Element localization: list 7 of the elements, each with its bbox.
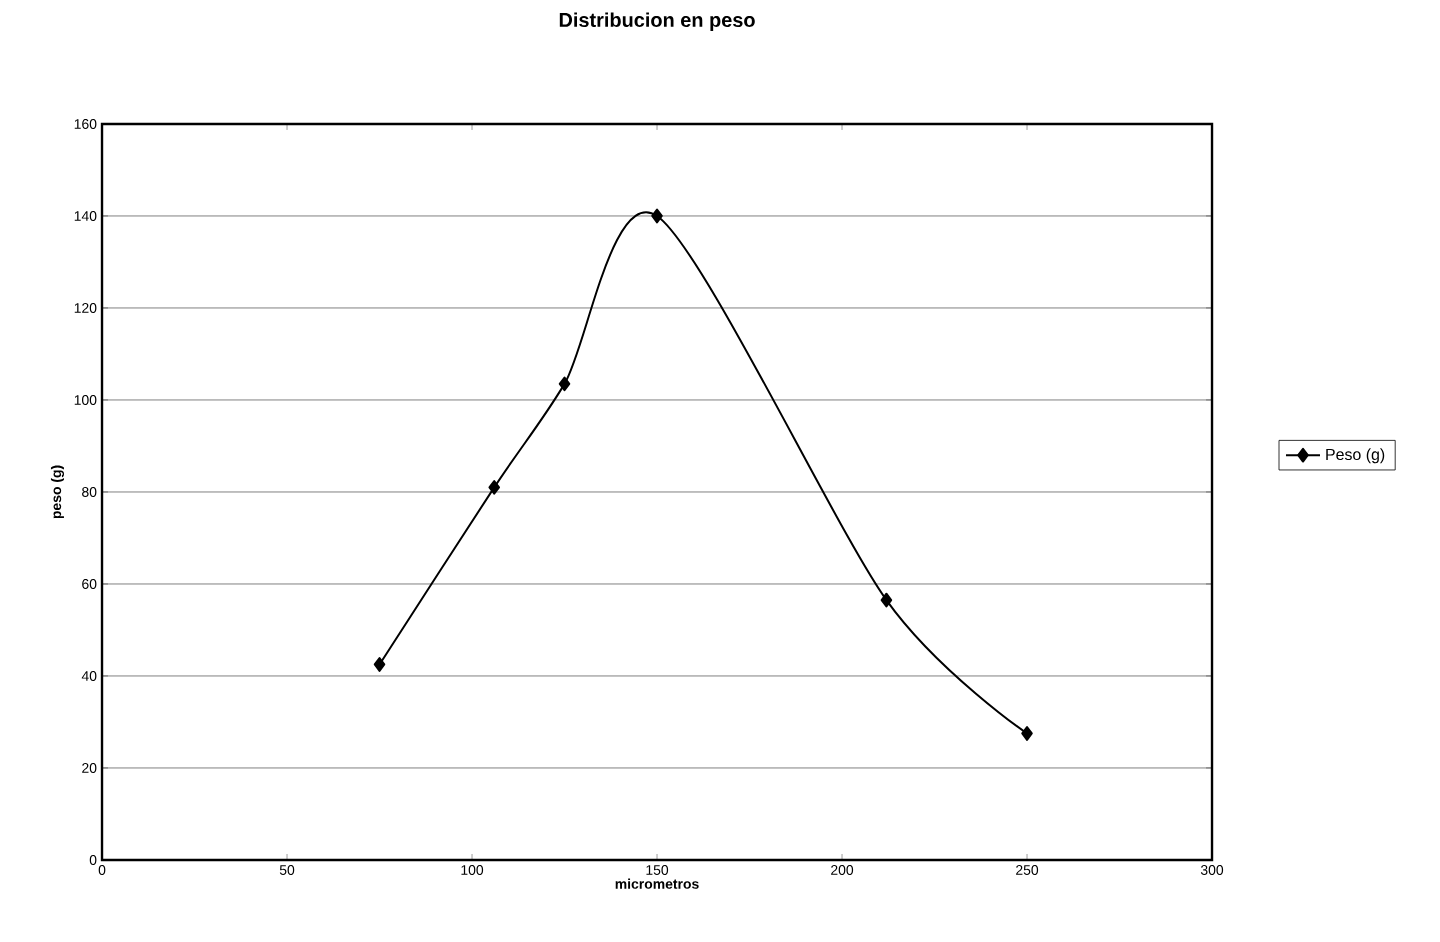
point xyxy=(1021,726,1033,741)
point xyxy=(373,657,386,672)
point xyxy=(558,376,571,392)
point xyxy=(880,592,893,608)
chart-title: Distribucion en peso xyxy=(559,12,755,31)
point xyxy=(488,479,500,495)
point xyxy=(651,208,663,224)
